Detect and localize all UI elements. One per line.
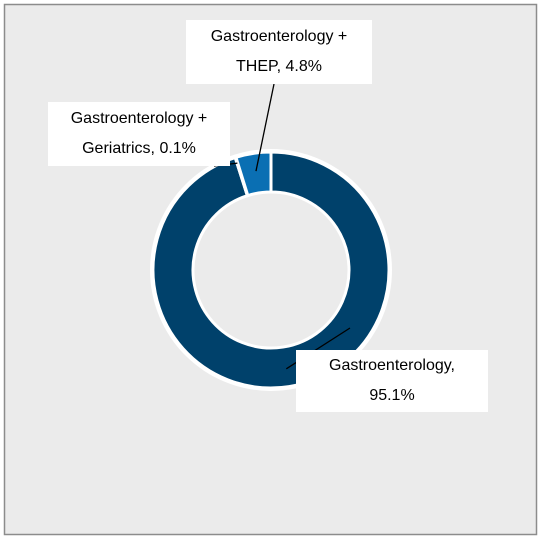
donut-slice xyxy=(234,150,273,198)
data-label: Gastroenterology + THEP, 4.8% xyxy=(186,20,372,84)
data-label: Gastroenterology, 95.1% xyxy=(296,350,488,412)
donut-slice xyxy=(151,150,391,390)
donut-hole-fill xyxy=(194,193,348,347)
data-label: Gastroenterology + Geriatrics, 0.1% xyxy=(48,102,230,166)
leader-line xyxy=(255,83,275,172)
